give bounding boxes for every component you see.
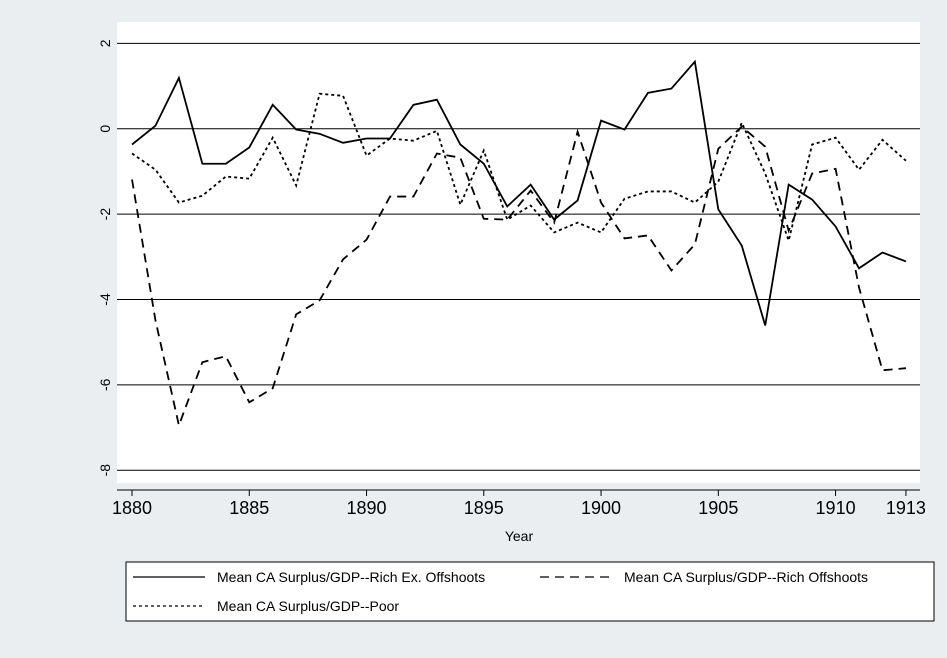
legend-label: Mean CA Surplus/GDP--Rich Offshoots — [624, 569, 868, 585]
y-tick-label: -6 — [97, 378, 113, 391]
x-tick-label: 1885 — [229, 498, 269, 518]
legend-label: Mean CA Surplus/GDP--Rich Ex. Offshoots — [217, 569, 485, 585]
y-tick-label: -2 — [97, 208, 113, 221]
plot-area — [117, 22, 920, 483]
series-line — [131, 59, 907, 326]
legend-label: Mean CA Surplus/GDP--Poor — [217, 598, 399, 614]
x-tick-label: 1880 — [112, 498, 152, 518]
x-tick-label: 1890 — [347, 498, 387, 518]
x-tick-label: 1910 — [816, 498, 856, 518]
y-tick-label: -4 — [97, 293, 113, 306]
x-tick-label: 1905 — [698, 498, 738, 518]
x-tick-label: 1913 — [886, 498, 926, 518]
series-line — [131, 125, 907, 429]
x-tick-label: 1895 — [464, 498, 504, 518]
x-tick-label: 1900 — [581, 498, 621, 518]
y-tick-label: 0 — [97, 125, 113, 133]
y-tick-label: -8 — [97, 464, 113, 477]
legend-entries: Mean CA Surplus/GDP--Rich Ex. Offshoots M… — [133, 569, 868, 614]
y-tick-label: 2 — [97, 39, 113, 47]
legend — [125, 561, 935, 622]
x-axis-label: Year — [505, 528, 534, 544]
series-line — [131, 92, 907, 244]
